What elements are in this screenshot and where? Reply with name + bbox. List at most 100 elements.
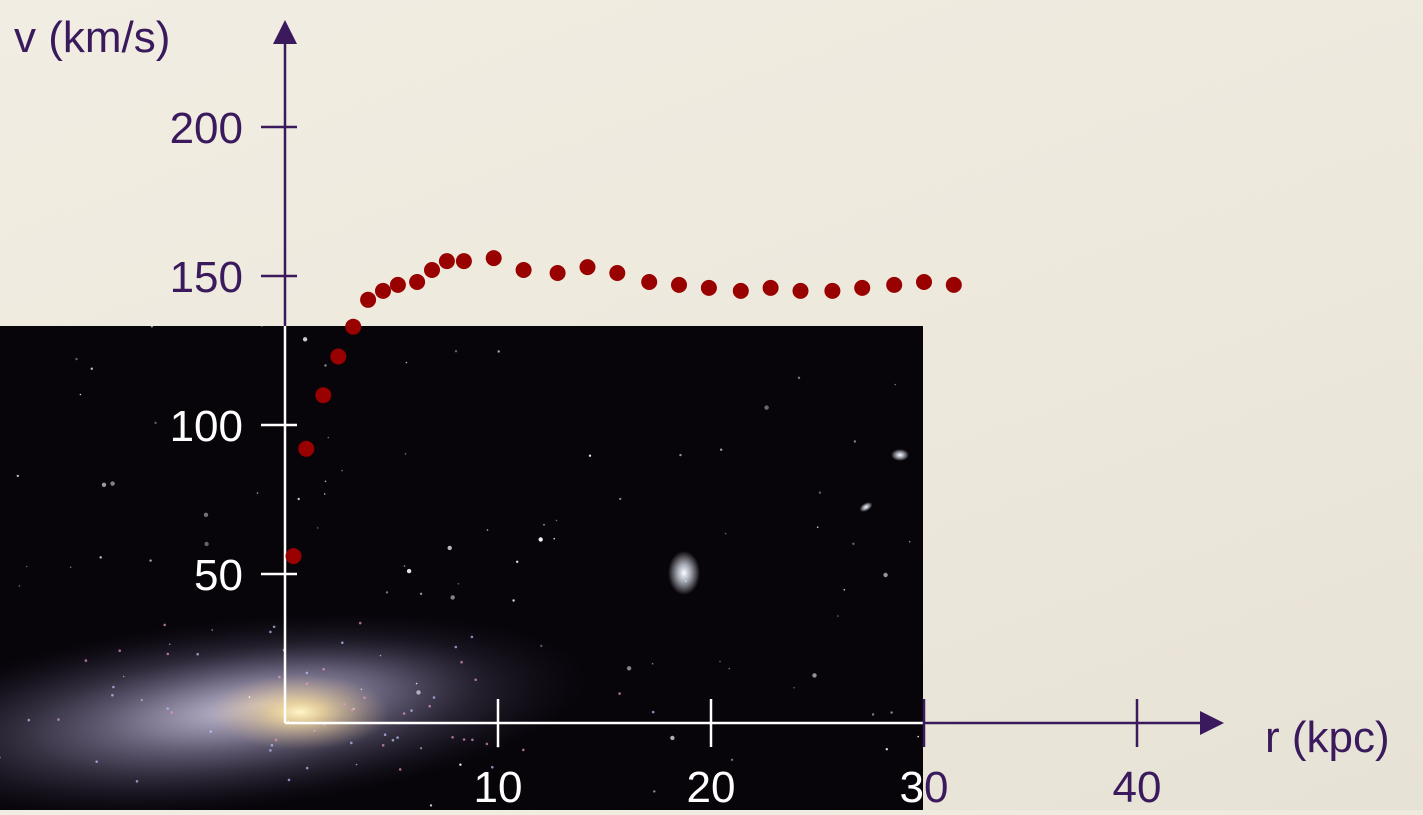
- star: [793, 686, 795, 689]
- y-axis-arrow: [273, 20, 297, 44]
- data-points: [285, 250, 962, 565]
- data-point: [579, 259, 596, 276]
- galaxy-knot: [287, 778, 291, 782]
- star: [122, 675, 125, 678]
- x-tick-label: 3: [900, 763, 924, 810]
- galaxy-knot: [209, 730, 212, 733]
- star: [894, 383, 896, 386]
- galaxy-knot: [651, 710, 655, 714]
- star: [818, 491, 822, 494]
- data-point: [854, 279, 871, 296]
- galaxy-knot: [313, 729, 316, 732]
- data-point: [438, 253, 455, 270]
- star: [516, 560, 519, 563]
- galaxy-knot: [381, 744, 385, 747]
- star: [248, 696, 251, 698]
- galaxy-knot: [269, 630, 272, 634]
- galaxy-knot: [163, 623, 166, 627]
- data-point: [515, 262, 532, 278]
- data-point: [549, 265, 566, 281]
- y-axis-label: v (km/s): [14, 13, 170, 62]
- data-point: [609, 265, 626, 281]
- y-tick-label: 200: [170, 104, 243, 153]
- star: [728, 667, 731, 670]
- galaxy-knot: [491, 765, 494, 769]
- galaxy-knot: [0, 756, 1, 759]
- star: [883, 572, 888, 578]
- data-point: [345, 318, 362, 335]
- star: [99, 556, 102, 559]
- star: [553, 537, 555, 540]
- data-point: [732, 282, 749, 299]
- star: [853, 440, 857, 443]
- galaxy-knot: [343, 703, 347, 706]
- star: [719, 660, 721, 663]
- star: [871, 713, 875, 716]
- star: [101, 482, 107, 487]
- star: [261, 326, 263, 327]
- galaxy-knot: [27, 718, 31, 722]
- star: [149, 559, 152, 562]
- star: [379, 654, 382, 657]
- star: [79, 393, 82, 396]
- galaxy-knot: [454, 645, 458, 649]
- star: [730, 758, 734, 761]
- star: [450, 595, 455, 600]
- star: [203, 512, 209, 517]
- galaxy-knot: [522, 748, 525, 752]
- data-point: [641, 274, 658, 290]
- x-tick-label: 0: [711, 763, 735, 810]
- x-tick-label: 4: [1113, 763, 1137, 810]
- galaxy-knot: [305, 766, 309, 770]
- star: [324, 480, 327, 483]
- galaxy-knot: [358, 621, 362, 625]
- star: [154, 421, 157, 425]
- galaxy-knot: [351, 708, 354, 712]
- galaxy-knot: [95, 760, 98, 763]
- galaxy-knot: [460, 660, 463, 664]
- data-point: [315, 387, 332, 404]
- data-point: [916, 274, 932, 290]
- galaxy-knot: [272, 625, 276, 629]
- star: [110, 481, 115, 486]
- galaxy-knot: [383, 733, 387, 736]
- star: [797, 376, 801, 379]
- star: [816, 526, 819, 528]
- star: [316, 527, 319, 529]
- x-tick-label: 1: [474, 763, 498, 810]
- star: [327, 436, 330, 439]
- star: [764, 405, 769, 410]
- star: [419, 747, 423, 750]
- star: [538, 537, 543, 542]
- data-point: [886, 276, 903, 293]
- x-tick-label: 2: [687, 763, 711, 810]
- star: [16, 474, 19, 478]
- data-point: [375, 282, 391, 299]
- data-point: [485, 250, 502, 267]
- star: [459, 763, 462, 766]
- galaxy-knot: [278, 675, 281, 679]
- star: [256, 492, 259, 494]
- star: [908, 540, 911, 543]
- star: [140, 698, 143, 702]
- galaxy-knot: [396, 736, 399, 739]
- star: [885, 748, 888, 751]
- star: [852, 542, 855, 545]
- star: [69, 566, 72, 569]
- star: [457, 583, 460, 585]
- star: [403, 565, 406, 567]
- star: [670, 735, 675, 741]
- star: [419, 592, 423, 595]
- star: [75, 357, 78, 361]
- star: [543, 524, 545, 526]
- galaxy-knot: [322, 668, 326, 671]
- x-axis-arrow: [1200, 711, 1224, 735]
- star: [415, 682, 418, 685]
- galaxy-knot: [391, 738, 395, 742]
- star: [890, 711, 893, 714]
- galaxy-knot: [170, 711, 174, 714]
- galaxy-knot: [84, 659, 88, 662]
